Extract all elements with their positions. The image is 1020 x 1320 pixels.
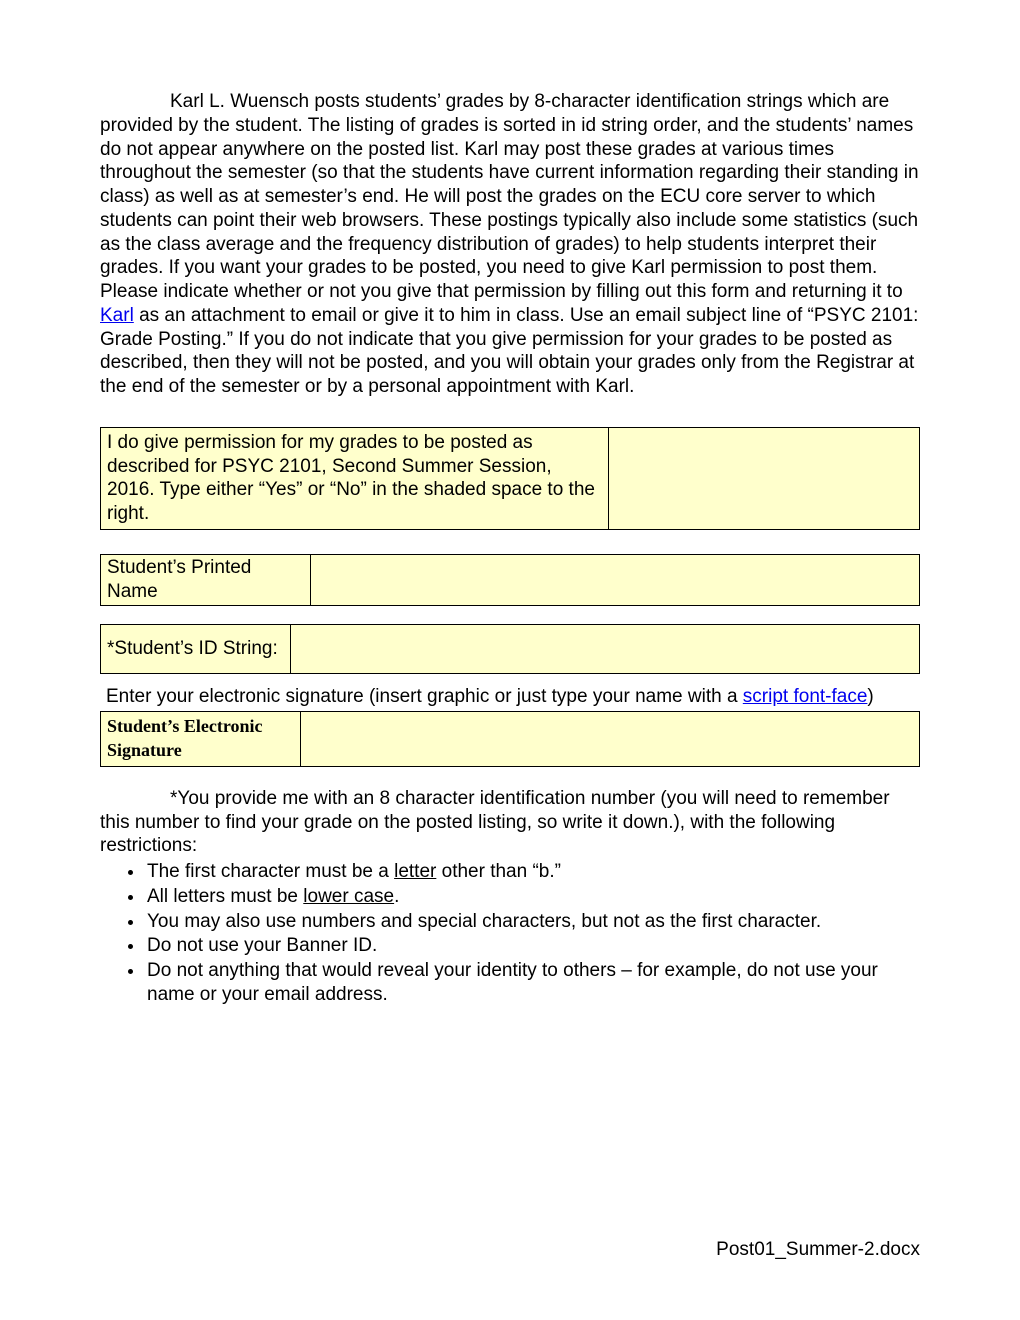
sig-label-line2: Signature xyxy=(107,740,182,760)
script-font-link[interactable]: script font-face xyxy=(743,686,868,707)
sig-post: ) xyxy=(867,686,873,707)
permission-table: I do give permission for my grades to be… xyxy=(100,427,920,530)
id-table: *Student’s ID String: xyxy=(100,624,920,674)
table-row: Student’s Printed Name xyxy=(101,554,920,606)
list-item: You may also use numbers and special cha… xyxy=(145,910,920,934)
table-row: I do give permission for my grades to be… xyxy=(101,427,920,529)
footer-filename: Post01_Summer-2.docx xyxy=(716,1238,920,1262)
signature-label: Student’s Electronic Signature xyxy=(101,712,301,767)
sig-label-line1: Student’s Electronic xyxy=(107,716,263,736)
name-input[interactable] xyxy=(311,554,920,606)
list-item: Do not use your Banner ID. xyxy=(145,934,920,958)
signature-table: Student’s Electronic Signature xyxy=(100,711,920,767)
id-label: *Student’s ID String: xyxy=(101,625,291,674)
permission-prompt: I do give permission for my grades to be… xyxy=(101,427,609,529)
main-post: as an attachment to email or give it to … xyxy=(100,305,918,397)
permission-input[interactable] xyxy=(608,427,919,529)
signature-input[interactable] xyxy=(301,712,920,767)
main-pre: Karl L. Wuensch posts students’ grades b… xyxy=(100,91,919,302)
sig-pre: Enter your electronic signature (insert … xyxy=(106,686,743,707)
list-item: All letters must be lower case. xyxy=(145,885,920,909)
name-table: Student’s Printed Name xyxy=(100,554,920,607)
karl-link[interactable]: Karl xyxy=(100,305,134,326)
list-item: Do not anything that would reveal your i… xyxy=(145,959,920,1007)
restrictions-intro: *You provide me with an 8 character iden… xyxy=(100,787,920,858)
id-input[interactable] xyxy=(291,625,920,674)
list-item: The first character must be a letter oth… xyxy=(145,860,920,884)
table-row: Student’s Electronic Signature xyxy=(101,712,920,767)
signature-instruction: Enter your electronic signature (insert … xyxy=(100,682,920,711)
restrictions-list: The first character must be a letter oth… xyxy=(100,860,920,1007)
name-label: Student’s Printed Name xyxy=(101,554,311,606)
table-row: *Student’s ID String: xyxy=(101,625,920,674)
main-paragraph: Karl L. Wuensch posts students’ grades b… xyxy=(100,90,920,399)
